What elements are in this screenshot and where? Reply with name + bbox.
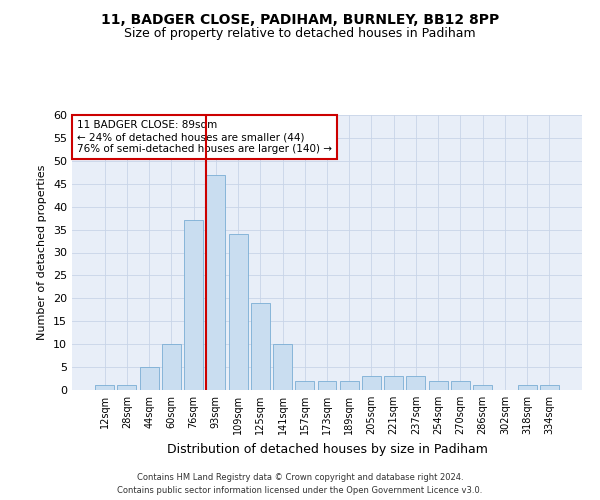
Bar [317, 381, 337, 390]
Bar [251, 303, 270, 390]
Bar [540, 386, 559, 390]
Bar [406, 376, 425, 390]
Text: 11 BADGER CLOSE: 89sqm
← 24% of detached houses are smaller (44)
76% of semi-det: 11 BADGER CLOSE: 89sqm ← 24% of detached… [77, 120, 332, 154]
Bar [429, 381, 448, 390]
Bar [473, 386, 492, 390]
Text: Contains HM Land Registry data © Crown copyright and database right 2024.: Contains HM Land Registry data © Crown c… [137, 474, 463, 482]
Y-axis label: Number of detached properties: Number of detached properties [37, 165, 47, 340]
Bar [362, 376, 381, 390]
Bar [206, 174, 225, 390]
Bar [340, 381, 359, 390]
Bar [118, 386, 136, 390]
Bar [518, 386, 536, 390]
Bar [273, 344, 292, 390]
Text: 11, BADGER CLOSE, PADIHAM, BURNLEY, BB12 8PP: 11, BADGER CLOSE, PADIHAM, BURNLEY, BB12… [101, 12, 499, 26]
Bar [140, 367, 158, 390]
Bar [295, 381, 314, 390]
Bar [384, 376, 403, 390]
Bar [184, 220, 203, 390]
Text: Size of property relative to detached houses in Padiham: Size of property relative to detached ho… [124, 28, 476, 40]
Bar [229, 234, 248, 390]
Bar [95, 386, 114, 390]
Bar [451, 381, 470, 390]
Bar [162, 344, 181, 390]
Text: Contains public sector information licensed under the Open Government Licence v3: Contains public sector information licen… [118, 486, 482, 495]
X-axis label: Distribution of detached houses by size in Padiham: Distribution of detached houses by size … [167, 442, 487, 456]
